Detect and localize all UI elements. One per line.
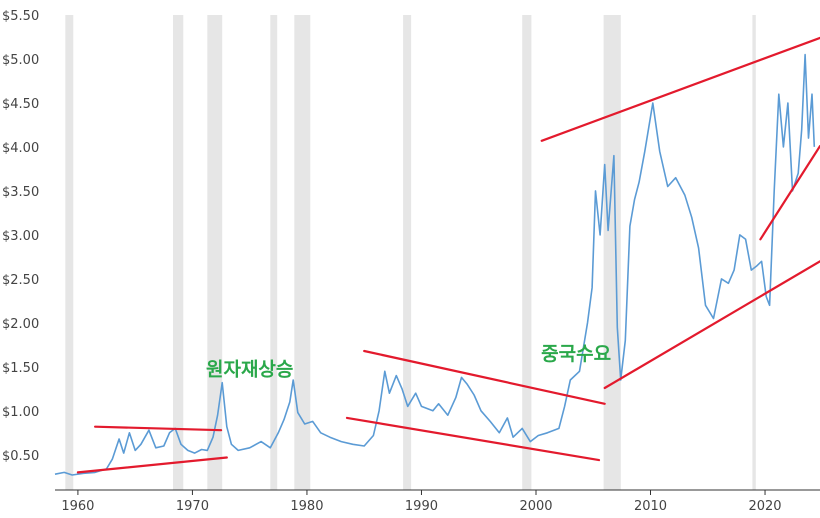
y-tick-label: $2.00 — [2, 317, 39, 332]
recession-band-5 — [403, 15, 412, 490]
y-tick-label: $4.50 — [2, 97, 39, 112]
trend-line-0 — [93, 425, 223, 432]
y-axis-ticks: $0.50 $1.00 $1.50 $2.00 $2.50 $3.00 $3.50 $4.00… — [2, 9, 39, 464]
recession-band-6 — [522, 15, 532, 490]
trend-line-2 — [363, 349, 606, 405]
x-tick-label: 2020 — [748, 499, 781, 514]
recession-band-3 — [270, 15, 278, 490]
y-tick-label: $3.50 — [2, 185, 39, 200]
y-tick-label: $5.50 — [2, 9, 39, 24]
y-tick-label: $0.50 — [2, 449, 39, 464]
trend-lines — [76, 36, 820, 474]
annotations: 원자재상승 중국수요 — [206, 343, 611, 381]
trend-line-4 — [540, 36, 820, 142]
trend-line-1 — [76, 456, 228, 474]
annotation-label-1: 중국수요 — [541, 343, 611, 365]
x-tick-label: 1960 — [61, 499, 94, 514]
x-axis: 1960 1970 1980 1990 2000 2010 2020 — [55, 489, 820, 514]
x-tick-label: 2000 — [519, 499, 552, 514]
x-tick-label: 2010 — [634, 499, 667, 514]
recession-band-4 — [294, 15, 311, 490]
recession-band-0 — [65, 15, 74, 490]
recession-band-1 — [173, 15, 184, 490]
y-tick-label: $1.50 — [2, 361, 39, 376]
annotation-label-0: 원자재상승 — [206, 359, 293, 381]
trend-line-3 — [345, 416, 601, 462]
y-tick-label: $3.00 — [2, 229, 39, 244]
price-series-line — [54, 53, 816, 476]
recession-band-7 — [603, 15, 621, 490]
x-tick-label: 1990 — [405, 499, 438, 514]
y-tick-label: $1.00 — [2, 405, 39, 420]
trend-line-6 — [759, 145, 820, 241]
recession-band-2 — [207, 15, 223, 490]
x-tick-label: 1970 — [176, 499, 209, 514]
trend-line-5 — [603, 260, 820, 390]
y-tick-label: $4.00 — [2, 141, 39, 156]
y-tick-label: $2.50 — [2, 273, 39, 288]
y-tick-label: $5.00 — [2, 53, 39, 68]
recession-band-8 — [752, 15, 756, 490]
x-tick-label: 1980 — [290, 499, 323, 514]
recession-bands — [65, 15, 756, 490]
